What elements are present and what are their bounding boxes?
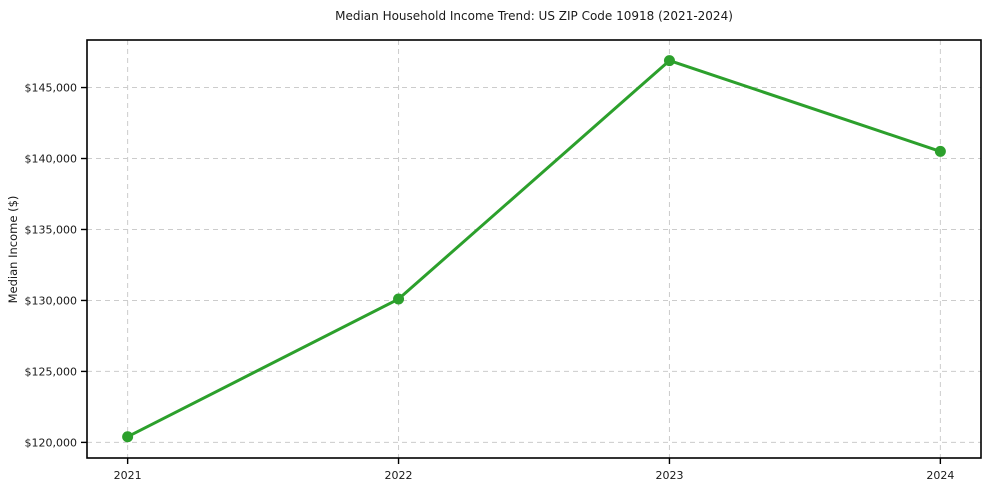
- x-tick-label: 2023: [655, 469, 683, 482]
- x-tick-label: 2022: [385, 469, 413, 482]
- x-tick-label: 2024: [926, 469, 954, 482]
- y-tick-label: $140,000: [25, 153, 78, 166]
- y-tick-label: $120,000: [25, 436, 78, 449]
- y-tick-label: $125,000: [25, 365, 78, 378]
- chart-title: Median Household Income Trend: US ZIP Co…: [335, 9, 733, 23]
- data-point-2023: [663, 55, 675, 67]
- data-point-2022: [393, 293, 405, 305]
- y-tick-label: $145,000: [25, 82, 78, 95]
- x-tick-label: 2021: [114, 469, 142, 482]
- y-tick-label: $135,000: [25, 223, 78, 236]
- trend-line: [126, 59, 942, 439]
- plot-border: [86, 39, 982, 459]
- data-point-2024: [934, 145, 946, 157]
- y-tick-label: $130,000: [25, 294, 78, 307]
- data-point-2021: [122, 431, 134, 443]
